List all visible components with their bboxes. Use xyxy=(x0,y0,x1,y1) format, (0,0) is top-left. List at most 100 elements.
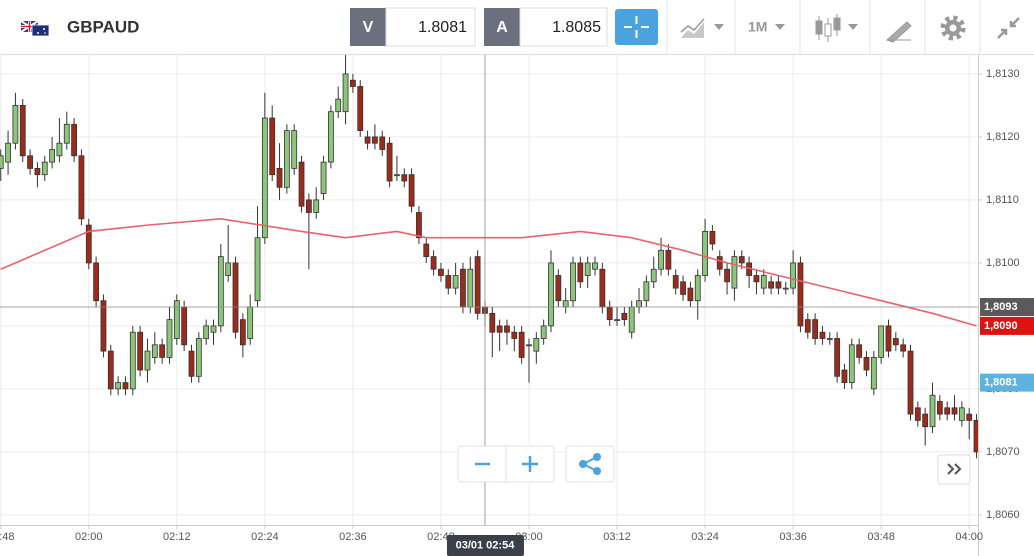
candle-body xyxy=(298,161,305,207)
candle-body xyxy=(782,287,789,290)
crosshair-time-label: 03/01 02:54 xyxy=(456,539,516,551)
y-tick-label: 1,8120 xyxy=(986,131,1020,143)
candle-body xyxy=(203,325,210,339)
candle-body xyxy=(181,306,188,346)
candle-body xyxy=(283,130,290,188)
share-button[interactable] xyxy=(565,445,615,483)
candle-body xyxy=(408,174,415,207)
y-tick-label: 1,8130 xyxy=(986,68,1020,80)
candle-body xyxy=(863,357,870,371)
candle-body xyxy=(900,344,907,352)
candle-body xyxy=(452,275,459,289)
candle-body xyxy=(5,142,11,163)
candle-body xyxy=(372,136,378,144)
candle-body xyxy=(592,262,598,270)
candle-body xyxy=(606,306,613,321)
crosshair-button[interactable] xyxy=(615,9,658,45)
candle-body xyxy=(313,199,320,213)
ask-button[interactable] xyxy=(484,8,520,46)
candle-body xyxy=(173,300,180,339)
candle-body xyxy=(540,325,547,339)
candle-body xyxy=(518,331,525,358)
candle-body xyxy=(665,249,672,270)
candle-body xyxy=(958,407,965,421)
ask-box xyxy=(519,7,608,47)
candle-body xyxy=(614,319,620,322)
candle-body xyxy=(210,325,217,333)
y-tick-label: 1,8100 xyxy=(986,257,1020,269)
candle-body xyxy=(621,312,628,321)
scroll-end-button[interactable] xyxy=(937,454,971,485)
candle-body xyxy=(12,105,19,144)
candle-body xyxy=(188,350,195,377)
candle-body xyxy=(914,407,921,421)
price-label: 1,8090 xyxy=(984,320,1018,332)
candle-body xyxy=(760,275,767,289)
drawing-button[interactable] xyxy=(886,21,912,43)
candle-body xyxy=(137,331,144,371)
candle-type-button[interactable] xyxy=(815,14,858,42)
candle-body xyxy=(533,338,540,352)
chart-type-button[interactable] xyxy=(680,18,724,38)
candle-body xyxy=(562,300,569,308)
candle-body xyxy=(973,420,978,453)
candle-body xyxy=(570,262,576,302)
settings-button[interactable] xyxy=(940,15,966,41)
candle-body xyxy=(870,357,877,390)
candle-body xyxy=(269,117,276,176)
candle-body xyxy=(85,224,92,264)
candle-body xyxy=(599,268,606,308)
candle-body xyxy=(650,268,657,283)
x-tick-label: 03:12 xyxy=(603,531,631,543)
candle-body xyxy=(775,281,782,289)
y-tick-label: 1,8070 xyxy=(986,446,1020,458)
candle-body xyxy=(19,105,26,157)
candle-body xyxy=(922,413,929,428)
y-tick-label: 1,8110 xyxy=(986,194,1019,206)
candle-body xyxy=(489,312,496,333)
candle-body xyxy=(826,338,833,340)
candle-body xyxy=(364,136,371,144)
candle-body xyxy=(548,262,554,327)
candle-body xyxy=(584,262,591,276)
candle-body xyxy=(239,319,246,346)
candle-body xyxy=(416,212,422,239)
candle-body xyxy=(812,319,819,339)
candle-body xyxy=(93,262,100,302)
flag-icon xyxy=(20,20,50,37)
candle-body xyxy=(555,275,562,302)
bid-button[interactable] xyxy=(350,8,386,46)
candle-body xyxy=(511,331,518,339)
candle-body xyxy=(878,325,885,358)
candle-body xyxy=(658,249,664,270)
moving-average xyxy=(0,218,977,327)
candle-body xyxy=(0,155,4,169)
zoom-in-button[interactable] xyxy=(522,456,538,472)
candle-body xyxy=(394,174,400,177)
x-tick-label: 02:00 xyxy=(75,531,103,543)
candle-body xyxy=(907,350,914,415)
x-tick-label: 02:12 xyxy=(163,531,191,543)
candle-body xyxy=(841,369,848,384)
candle-body xyxy=(929,394,936,428)
candle-body xyxy=(438,268,444,276)
share-icon xyxy=(579,453,601,475)
timeframe[interactable]: 1M xyxy=(748,19,767,35)
candle-body xyxy=(643,281,650,302)
candle-body xyxy=(63,123,70,144)
candle-body xyxy=(936,401,943,415)
candle-body xyxy=(797,262,804,327)
candle-body xyxy=(856,344,863,358)
candle-body xyxy=(526,344,532,347)
candle-body xyxy=(944,407,951,415)
collapse-button[interactable] xyxy=(997,17,1020,39)
candle-body xyxy=(496,325,503,333)
candle-body xyxy=(350,79,356,87)
candle-body xyxy=(357,86,364,132)
candle-body xyxy=(804,319,811,333)
x-tick-label: 02:36 xyxy=(339,531,367,543)
candle-body xyxy=(71,123,78,157)
crosshair-time-box xyxy=(446,535,524,556)
candle-body xyxy=(342,73,349,113)
